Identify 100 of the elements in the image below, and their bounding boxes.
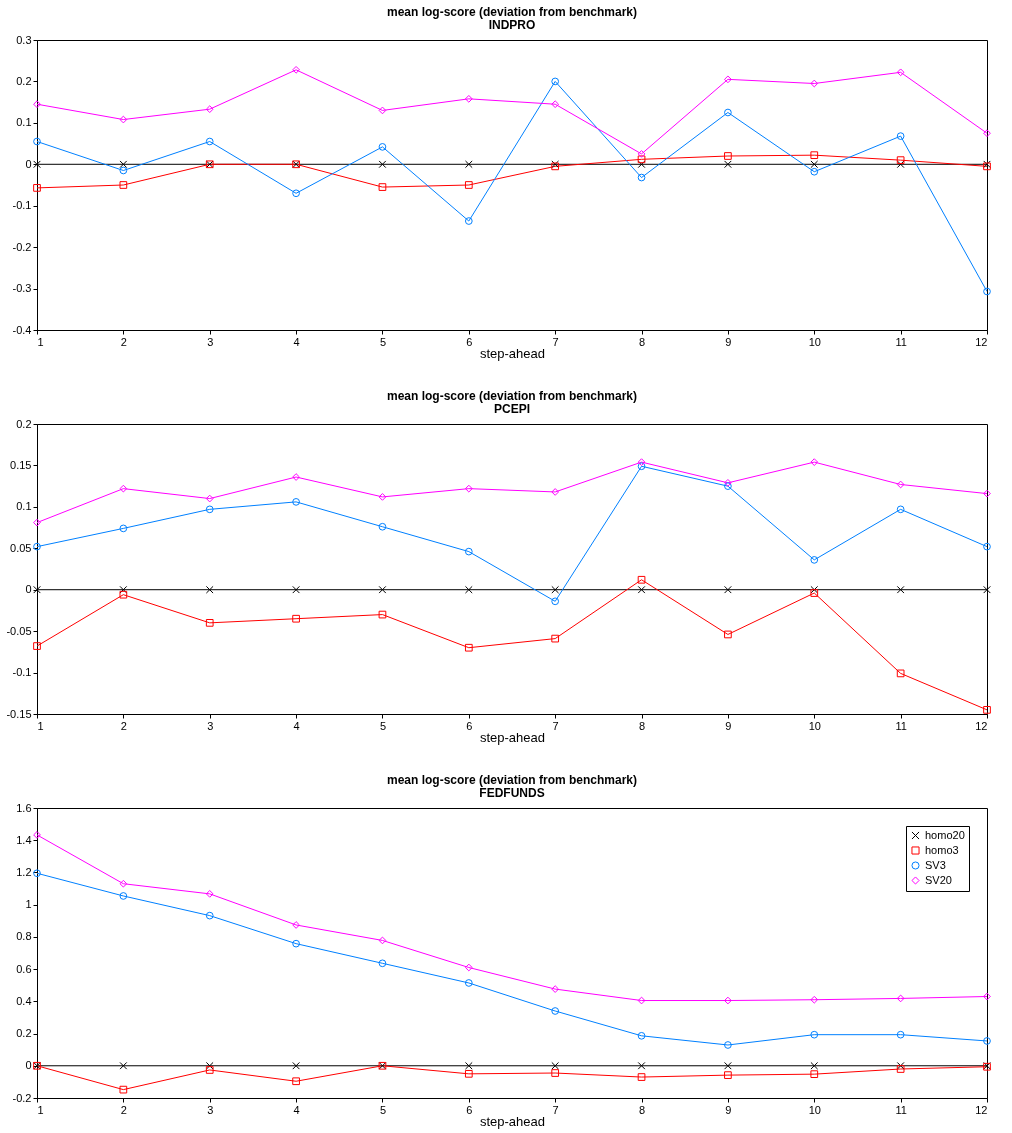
point	[983, 542, 991, 551]
point	[551, 585, 560, 594]
point	[551, 488, 560, 496]
point	[292, 1077, 300, 1086]
legend-label: homo3	[925, 843, 959, 856]
x-tick-label: 11	[895, 335, 907, 348]
x-tick-label: 3	[207, 1103, 214, 1116]
point	[378, 143, 387, 151]
point	[205, 890, 214, 898]
x-tick-label: 10	[808, 335, 821, 348]
chart-title: mean log-score (deviation from benchmark)	[386, 389, 638, 403]
y-tick-label: -0.4	[12, 323, 32, 336]
legend-label: SV20	[925, 873, 952, 886]
point	[810, 556, 819, 564]
point	[119, 484, 128, 493]
point	[983, 287, 991, 296]
x-axis-title: step-ahead	[479, 729, 546, 745]
point	[637, 462, 646, 471]
x-tick-label: 6	[466, 719, 473, 732]
point	[33, 100, 41, 109]
point	[119, 181, 128, 189]
point	[724, 478, 732, 487]
y-tick-label: 0.2	[16, 74, 32, 87]
y-tick-label: 0.2	[16, 417, 32, 430]
point	[637, 1073, 646, 1081]
point	[551, 634, 560, 643]
point	[896, 505, 905, 514]
chart-title: mean log-score (deviation from benchmark)	[386, 773, 638, 787]
x-tick-label: 2	[120, 719, 127, 732]
point	[378, 493, 387, 501]
point	[119, 1085, 128, 1094]
legend-label: homo20	[925, 828, 965, 841]
y-tick-label: 0	[25, 1059, 32, 1072]
point	[464, 585, 473, 594]
point	[551, 100, 560, 109]
x-axis-title: step-ahead	[479, 345, 546, 361]
point	[119, 879, 128, 888]
point	[724, 160, 732, 169]
x-tick-label: 2	[120, 1103, 127, 1116]
y-tick-label: 0	[25, 157, 32, 170]
point	[810, 160, 819, 169]
point	[810, 589, 819, 597]
x-tick-label: 3	[207, 335, 214, 348]
chart-title: mean log-score (deviation from benchmark)	[386, 5, 638, 19]
point	[464, 643, 473, 652]
point	[464, 217, 473, 225]
y-tick-label: 0.2	[16, 1027, 32, 1040]
x-tick-label: 7	[552, 719, 559, 732]
point	[896, 1061, 905, 1070]
point	[292, 921, 300, 929]
y-tick-label: 0.6	[16, 962, 32, 975]
point	[119, 115, 128, 124]
point	[464, 979, 473, 987]
point	[205, 1066, 214, 1074]
point	[33, 160, 41, 169]
point	[464, 181, 473, 189]
point	[205, 505, 214, 514]
point	[983, 706, 991, 714]
x-tick-label: 11	[895, 1103, 907, 1116]
point	[378, 959, 387, 968]
point	[33, 831, 41, 839]
point	[119, 524, 128, 533]
point	[896, 156, 905, 164]
point	[464, 547, 473, 556]
point	[896, 669, 905, 678]
x-tick-label: 5	[379, 1103, 387, 1116]
point	[810, 1061, 819, 1070]
y-tick-label: -0.1	[12, 666, 32, 679]
point	[724, 482, 732, 490]
y-tick-label: 0.15	[10, 458, 32, 471]
point	[551, 1061, 560, 1070]
point	[378, 585, 387, 594]
x-tick-label: 8	[638, 1103, 646, 1116]
point	[292, 189, 300, 198]
point	[551, 985, 560, 993]
point	[205, 105, 214, 114]
point	[724, 75, 732, 84]
point	[33, 585, 41, 594]
point	[205, 585, 214, 594]
point	[551, 1069, 560, 1077]
point	[810, 458, 819, 466]
point	[205, 137, 214, 146]
point	[810, 167, 819, 176]
point	[724, 108, 732, 117]
point	[292, 65, 300, 74]
point	[292, 1061, 300, 1070]
point	[205, 494, 214, 503]
y-tick-label: 1.6	[16, 801, 32, 814]
x-tick-label: 6	[466, 1103, 473, 1116]
x-tick-label: 12	[975, 719, 988, 732]
x-tick-label: 12	[975, 335, 988, 348]
point	[292, 498, 300, 506]
x-tick-label: 10	[808, 1103, 821, 1116]
point	[33, 518, 41, 527]
point	[378, 183, 387, 191]
x-tick-label: 4	[293, 335, 300, 348]
point	[33, 542, 41, 551]
point	[724, 1041, 732, 1049]
x-tick-label: 9	[725, 335, 732, 348]
x-tick-label: 5	[379, 719, 387, 732]
